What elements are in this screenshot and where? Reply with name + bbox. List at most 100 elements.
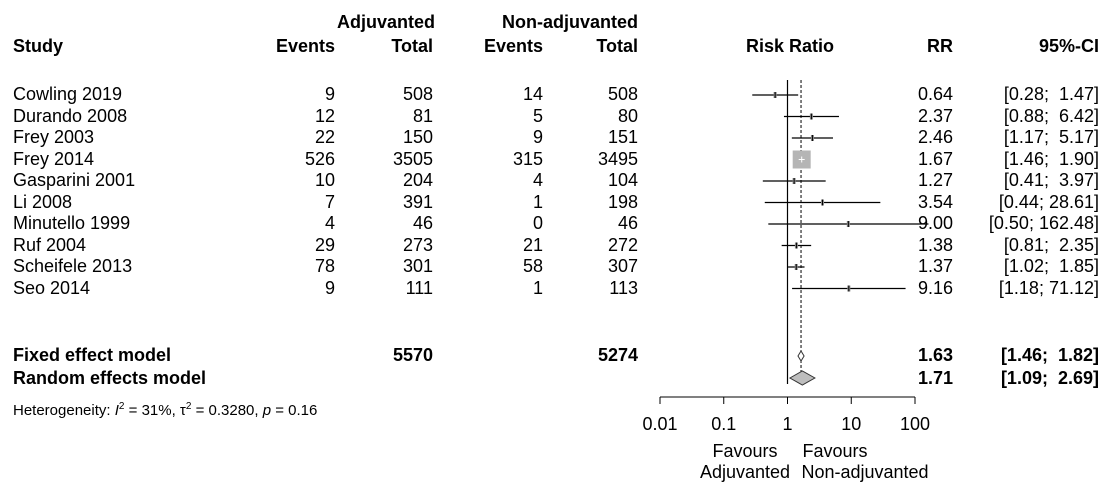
ctrl-total: 80 [617,105,638,126]
favours-left-line1: Favours [712,441,778,461]
ci-value: [1.18; 71.12] [998,277,1099,298]
exp-total: 204 [402,170,433,190]
ctrl-total: 46 [617,213,638,233]
ctrl-events: 9 [532,127,543,147]
exp-events: 12 [314,105,335,126]
heterogeneity-text: Heterogeneity: I2 = 31%, τ2 = 0.3280, p … [13,397,317,421]
rr-value: 9.16 [917,277,953,298]
exp-total: 508 [402,84,433,104]
ctrl-total: 113 [609,277,638,298]
ctrl-events: 1 [532,191,543,212]
x-tick-label: 100 [900,414,930,434]
model-exp-total: 5570 [392,345,433,365]
exp-total: 111 [405,277,433,298]
exp-events: 9 [324,277,335,298]
rr-value: 3.54 [917,191,953,212]
rr-value: 1.38 [917,234,953,255]
study-name: Frey 2014 [13,148,95,169]
rr-value: 1.67 [917,148,953,169]
tau-value: = 0.3280, [191,402,263,419]
model-ci-value: [1.09; 2.69] [1000,368,1099,388]
ci-value: [1.46; 1.90] [1003,148,1099,169]
header-exp-total: Total [391,36,433,56]
header-rr: RR [927,36,953,56]
tau-symbol: τ [179,402,186,419]
rr-value: 2.46 [917,127,953,147]
exp-events: 29 [314,234,335,255]
ci-value: [1.17; 5.17] [1003,127,1099,147]
exp-total: 150 [402,127,433,147]
rr-value: 9.00 [917,213,953,233]
i2-superscript: 2 [118,401,125,412]
ci-value: [0.88; 6.42] [1003,105,1099,126]
p-symbol: p [262,402,272,419]
ctrl-total: 3495 [597,148,638,169]
ci-value: [0.81; 2.35] [1003,234,1099,255]
exp-events: 7 [324,191,335,212]
p-value: = 0.16 [271,402,318,419]
exp-total: 273 [402,234,433,255]
heterogeneity-label: Heterogeneity: [13,402,115,419]
ci-value: [0.41; 3.97] [1003,170,1099,190]
rr-value: 1.27 [917,170,953,190]
ctrl-events: 58 [522,256,543,276]
header-ci: 95%-CI [1038,36,1099,56]
group-header-non-adjuvanted: Non-adjuvanted [501,12,638,32]
exp-total: 81 [412,105,433,126]
ctrl-events: 0 [532,213,543,233]
exp-events: 4 [324,213,335,233]
model-name: Fixed effect model [13,345,172,365]
model-rr-value: 1.63 [917,345,953,365]
exp-events: 10 [314,170,335,190]
exp-events: 526 [304,148,335,169]
summary-diamond [797,350,805,362]
exp-events: 9 [324,84,335,104]
model-ctrl-total: 5274 [597,345,638,365]
model-ci-value: [1.46; 1.82] [1000,345,1099,365]
ctrl-total: 151 [607,127,638,147]
x-tick-label: 0.1 [711,414,736,434]
study-name: Minutello 1999 [13,213,131,233]
ci-value: [0.50; 162.48] [988,213,1099,233]
group-header-adjuvanted: Adjuvanted [336,12,435,32]
ctrl-total: 307 [607,256,638,276]
header-study: Study [13,36,64,56]
i2-value: = 31%, [124,402,180,419]
ctrl-total: 272 [607,234,638,255]
rr-value: 0.64 [917,84,953,104]
ctrl-events: 1 [532,277,543,298]
rr-value: 1.37 [917,256,953,276]
x-tick-label: 1 [782,414,792,434]
header-risk-ratio: Risk Ratio [745,36,835,56]
study-name: Ruf 2004 [13,234,87,255]
ctrl-events: 21 [522,234,543,255]
exp-total: 301 [402,256,433,276]
i2-symbol: I [114,402,119,419]
ci-value: [0.28; 1.47] [1003,84,1099,104]
ctrl-events: 5 [532,105,543,126]
exp-total: 391 [402,191,433,212]
ctrl-events: 4 [532,170,543,190]
header-exp-events: Events [275,36,335,56]
study-name: Cowling 2019 [13,84,123,104]
tau-superscript: 2 [185,401,192,412]
x-tick-label: 10 [841,414,861,434]
exp-events: 22 [314,127,335,147]
ctrl-total: 508 [607,84,638,104]
ctrl-events: 14 [522,84,543,104]
favours-right-line1: Favours [802,441,868,461]
header-ctrl-total: Total [596,36,638,56]
exp-events: 78 [314,256,335,276]
ci-value: [0.44; 28.61] [998,191,1099,212]
study-name: Li 2008 [13,191,73,212]
ci-value: [1.02; 1.85] [1003,256,1099,276]
ctrl-events: 315 [512,148,543,169]
favours-right-line2: Non-adjuvanted [801,462,929,482]
exp-total: 46 [412,213,433,233]
x-tick-label: 0.01 [642,414,677,434]
favours-left-line2: Adjuvanted [699,462,791,482]
rr-value: 2.37 [917,105,953,126]
model-name: Random effects model [13,368,207,388]
ctrl-total: 104 [607,170,638,190]
